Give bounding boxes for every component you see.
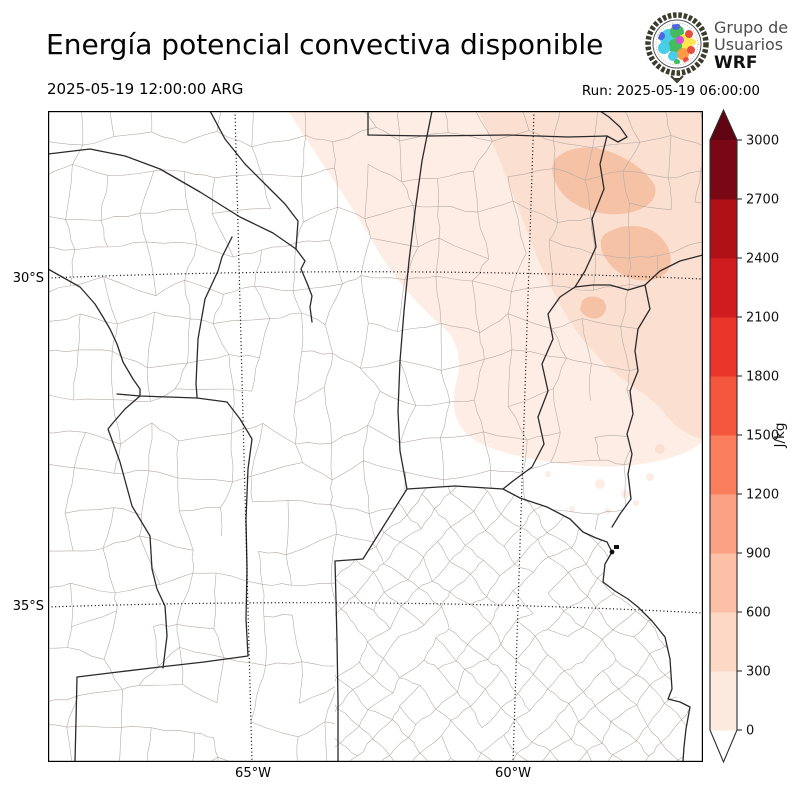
- valid-time-label: 2025-05-19 12:00:00 ARG: [47, 80, 244, 98]
- svg-text:0: 0: [746, 724, 754, 739]
- page-title: Energía potencial convectiva disponible: [46, 28, 604, 61]
- lat-tick-35s: 35°S: [12, 599, 44, 614]
- logo-text-line2: Usuarios: [714, 35, 784, 54]
- svg-text:600: 600: [746, 606, 771, 621]
- wrf-users-logo-icon: [645, 12, 709, 84]
- svg-text:2700: 2700: [746, 193, 779, 208]
- logo-text-line1: Grupo de: [714, 18, 789, 37]
- svg-text:2400: 2400: [746, 252, 779, 267]
- colorbar: 30002700240021001800150012009006003000J/…: [709, 108, 788, 764]
- svg-text:2100: 2100: [746, 311, 779, 326]
- svg-text:3000: 3000: [746, 134, 779, 149]
- run-time-label: Run: 2025-05-19 06:00:00: [581, 83, 760, 99]
- svg-text:1200: 1200: [746, 488, 779, 503]
- lon-tick-65w: 65°W: [235, 766, 271, 781]
- svg-text:1800: 1800: [746, 370, 779, 385]
- svg-text:900: 900: [746, 547, 771, 562]
- lat-tick-30s: 30°S: [12, 271, 44, 286]
- lon-tick-60w: 60°W: [495, 766, 531, 781]
- logo-text-wrf: WRF: [714, 53, 758, 73]
- map-canvas: [48, 111, 703, 762]
- colorbar-unit-label: J/kg: [772, 423, 788, 449]
- svg-text:300: 300: [746, 665, 771, 680]
- svg-text:1500: 1500: [746, 429, 779, 444]
